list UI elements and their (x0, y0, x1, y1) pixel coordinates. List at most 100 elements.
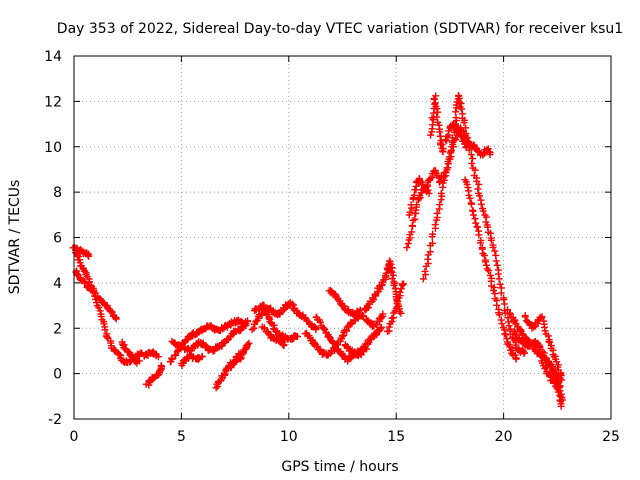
data-point (428, 114, 436, 122)
data-point (430, 95, 438, 103)
data-point (379, 310, 387, 318)
data-point (476, 239, 484, 247)
data-point (442, 169, 450, 177)
data-point (500, 300, 508, 308)
data-point (470, 211, 478, 219)
data-point (471, 166, 479, 174)
data-point (494, 270, 502, 278)
data-point (387, 267, 395, 275)
data-point (377, 323, 385, 331)
data-point (382, 269, 390, 277)
y-tick-label: 12 (44, 94, 62, 110)
data-point (452, 108, 460, 116)
data-point (84, 251, 92, 259)
data-point (458, 133, 466, 141)
data-point (408, 228, 416, 236)
data-point (496, 280, 504, 288)
data-point (427, 131, 435, 139)
data-point (396, 288, 404, 296)
x-axis-label: GPS time / hours (281, 459, 398, 475)
x-tick-label: 20 (495, 429, 513, 445)
data-point (85, 252, 93, 260)
data-point (475, 180, 483, 188)
data-point (437, 189, 445, 197)
data-point (439, 148, 447, 156)
data-point (316, 319, 324, 327)
y-tick-label: 2 (53, 321, 62, 337)
data-point (436, 132, 444, 140)
plot-frame (73, 55, 612, 420)
data-point (487, 236, 495, 244)
data-point (266, 318, 274, 326)
data-point (433, 113, 441, 121)
data-point (421, 267, 429, 275)
data-point (416, 177, 424, 185)
data-point (407, 201, 415, 209)
data-point (428, 239, 436, 247)
data-point (541, 354, 549, 362)
data-point (476, 192, 484, 200)
y-axis-label: SDTVAR / TECUs (7, 180, 23, 295)
data-point (103, 333, 111, 341)
data-point (312, 326, 320, 334)
data-point (482, 261, 490, 269)
data-point (477, 200, 485, 208)
data-point (280, 342, 288, 350)
data-point (377, 314, 385, 322)
data-point (474, 223, 482, 231)
data-point (462, 144, 470, 152)
y-tick-label: 0 (53, 367, 62, 383)
data-point (125, 348, 133, 356)
data-point (339, 332, 347, 340)
x-tick-label: 10 (280, 429, 298, 445)
data-point (521, 349, 529, 357)
x-tick-label: 5 (177, 429, 186, 445)
data-point (244, 317, 252, 325)
data-point (557, 402, 565, 410)
chart-title: Day 353 of 2022, Sidereal Day-to-day VTE… (57, 21, 623, 37)
x-tick-label: 0 (70, 429, 79, 445)
data-point (468, 200, 476, 208)
grid (74, 56, 611, 419)
data-point (546, 338, 554, 346)
data-point (493, 301, 501, 309)
data-point (95, 303, 103, 311)
data-point (558, 376, 566, 384)
data-point (112, 315, 120, 323)
data-point (480, 251, 488, 259)
data-point (486, 151, 494, 159)
data-point (489, 243, 497, 251)
data-point (389, 271, 397, 279)
data-point (108, 308, 116, 316)
data-point (498, 320, 506, 328)
data-point (556, 396, 564, 404)
data-point (353, 307, 361, 315)
data-point (485, 267, 493, 275)
x-tick-label: 25 (602, 429, 620, 445)
data-point (363, 345, 371, 353)
data-point (493, 261, 501, 269)
data-point (481, 258, 489, 266)
data-point (464, 134, 472, 142)
data-point (408, 222, 416, 230)
data-point (443, 132, 451, 140)
data-point (244, 340, 252, 348)
data-point (429, 121, 437, 129)
data-point (252, 318, 260, 326)
data-point (442, 136, 450, 144)
data-point (554, 388, 562, 396)
data-point (460, 119, 468, 127)
data-point (448, 134, 456, 142)
y-tick-labels: -2 0 2 4 6 8 10 12 14 (44, 49, 62, 428)
data-point (433, 209, 441, 217)
data-point (266, 304, 274, 312)
y-tick-label: 6 (53, 231, 62, 247)
data-point (320, 324, 328, 332)
data-point (495, 275, 503, 283)
data-point (288, 300, 296, 308)
data-point (492, 257, 500, 265)
data-point (135, 357, 143, 365)
data-point (475, 231, 483, 239)
x-tick-label: 15 (387, 429, 405, 445)
data-series (69, 91, 567, 410)
